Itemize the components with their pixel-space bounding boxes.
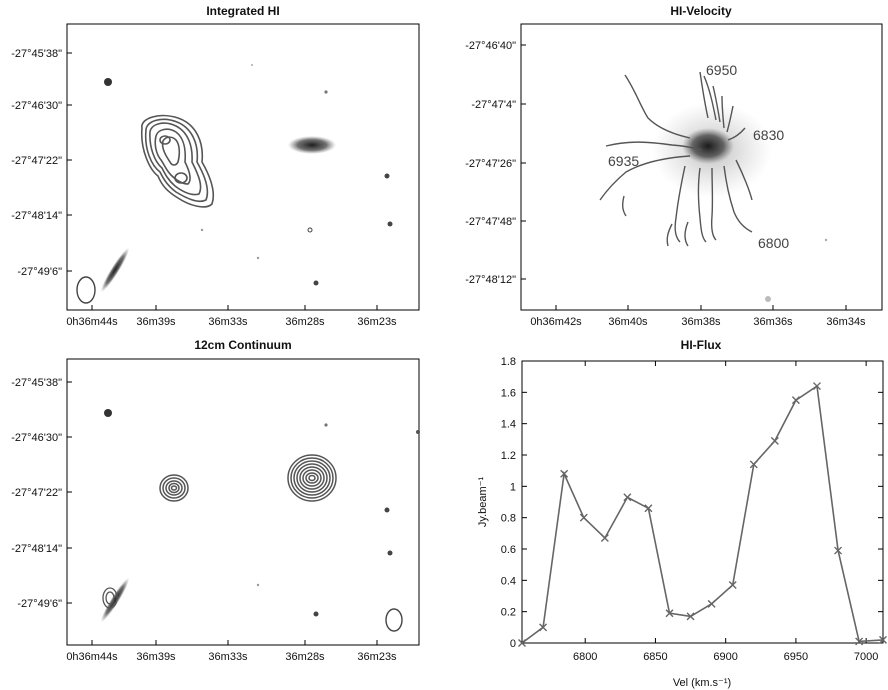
- dec-tick-label: -27°49'6": [17, 598, 62, 610]
- panel-integrated-hi: Integrated HI -27°45'38" -27°46'30" -27°…: [11, 4, 420, 328]
- ra-tick-label: 36m34s: [826, 316, 866, 328]
- y-tick-label: 0.6: [501, 544, 516, 556]
- y-axis-label: Jy.beam⁻¹: [477, 477, 489, 528]
- panel-title: HI-Velocity: [670, 4, 732, 18]
- y-tick-label: 1: [510, 481, 516, 493]
- velocity-contours: [599, 71, 753, 247]
- y-tick-label: 1.6: [501, 387, 516, 399]
- data-point-marker: [644, 504, 653, 513]
- panel-title: Integrated HI: [206, 4, 279, 18]
- ra-tick-label: 36m39s: [136, 316, 176, 328]
- ra-tick-label: 36m23s: [357, 316, 397, 328]
- optical-background-image: [100, 64, 393, 293]
- data-point-marker: [791, 396, 800, 405]
- y-tick-label: 1.2: [501, 450, 516, 462]
- dec-tick-label: -27°48'12": [465, 274, 516, 286]
- compact-contour: [307, 227, 313, 233]
- ra-tick-label: 36m33s: [208, 316, 248, 328]
- continuum-source-3-contours: [102, 587, 118, 609]
- x-tick-label: 6900: [713, 651, 737, 663]
- panel-continuum: 12cm Continuum -27°45'38" -27°46'30" -27…: [11, 338, 420, 663]
- ra-tick-label: 36m39s: [136, 651, 176, 663]
- data-point-marker: [770, 436, 779, 445]
- contour-label: 6830: [753, 127, 784, 143]
- data-point-marker: [600, 534, 609, 543]
- ra-tick-marks: [67, 381, 378, 645]
- x-tick-label: 6800: [573, 651, 597, 663]
- flux-series: [518, 382, 887, 647]
- ra-tick-label: 36m33s: [208, 651, 248, 663]
- y-tick-label: 1.4: [501, 419, 516, 431]
- dec-tick-label: -27°47'22": [11, 487, 62, 499]
- ra-tick-label: 36m23s: [357, 651, 397, 663]
- data-point-marker: [834, 546, 843, 555]
- hi-flux-chart: HI-Flux Vel (km.s⁻¹) Jy.beam⁻¹ 0 0.2 0.4 0.…: [477, 338, 887, 689]
- y-tick-label: 0.4: [501, 575, 516, 587]
- data-point-marker: [686, 612, 695, 621]
- y-tick-label: 0.8: [501, 513, 516, 525]
- y-tick-label: 0.2: [501, 607, 516, 619]
- data-point-marker: [539, 623, 548, 632]
- panel-frame: [66, 358, 420, 646]
- data-point-marker: [579, 513, 588, 522]
- ra-tick-label: 0h36m44s: [66, 651, 118, 663]
- contour-label: 6800: [758, 235, 789, 251]
- data-point-marker: [518, 639, 526, 647]
- dec-tick-label: -27°48'14": [11, 543, 62, 555]
- ra-tick-label: 36m36s: [753, 316, 793, 328]
- contour-label: 6950: [706, 62, 737, 78]
- dec-tick-label: -27°49'6": [17, 266, 62, 278]
- ra-tick-label: 36m38s: [681, 316, 721, 328]
- x-tick-label: 6950: [784, 651, 808, 663]
- x-axis-ticks: 6800 6850 6900 6950 7000: [573, 361, 878, 663]
- ra-tick-label: 0h36m44s: [66, 316, 118, 328]
- y-tick-label: 1.8: [501, 356, 516, 368]
- continuum-source-2-contours: [287, 454, 337, 502]
- panel-hi-velocity: HI-Velocity -27°46'40" -27°47'4" -27°47'…: [465, 4, 883, 328]
- dec-tick-label: -27°46'30": [11, 432, 62, 444]
- hi-column-density-contours: [140, 114, 215, 208]
- ra-tick-label: 0h36m42s: [530, 316, 582, 328]
- panel-frame: [66, 23, 420, 311]
- ra-tick-label: 36m40s: [608, 316, 648, 328]
- chart-title: HI-Flux: [681, 338, 722, 352]
- beam-ellipse: [385, 608, 403, 632]
- x-axis-label: Vel (km.s⁻¹): [673, 677, 731, 689]
- ra-tick-label: 36m28s: [285, 651, 325, 663]
- x-tick-label: 7000: [854, 651, 878, 663]
- dec-tick-label: -27°45'38": [11, 48, 62, 60]
- dec-tick-label: -27°48'14": [11, 210, 62, 222]
- dec-tick-label: -27°47'26": [465, 158, 516, 170]
- contour-label: 6935: [608, 153, 639, 169]
- data-point-marker: [707, 599, 716, 608]
- data-point-marker: [623, 493, 632, 502]
- data-point-marker: [560, 469, 569, 478]
- axis-tick-marks: [521, 44, 847, 310]
- optical-background-image: [100, 409, 420, 623]
- continuum-source-1-contours: [159, 474, 189, 502]
- dec-tick-label: -27°45'38": [11, 377, 62, 389]
- dec-tick-label: -27°46'40": [465, 40, 516, 52]
- data-point-marker: [855, 637, 864, 646]
- data-point-marker: [665, 609, 674, 618]
- dec-tick-label: -27°46'30": [11, 100, 62, 112]
- x-tick-label: 6850: [643, 651, 667, 663]
- data-point-marker: [879, 635, 887, 644]
- ra-tick-label: 36m28s: [285, 316, 325, 328]
- beam-ellipse: [76, 276, 96, 304]
- dec-tick-label: -27°47'4": [471, 99, 516, 111]
- series-line: [521, 384, 884, 644]
- dec-tick-label: -27°47'22": [11, 155, 62, 167]
- ra-tick-marks: [67, 52, 378, 310]
- data-point-marker: [749, 460, 758, 469]
- y-tick-label: 0: [510, 638, 516, 650]
- data-point-marker: [812, 382, 821, 391]
- dec-tick-label: -27°47'48": [465, 216, 516, 228]
- panel-title: 12cm Continuum: [194, 338, 291, 352]
- data-point-marker: [728, 581, 737, 590]
- y-axis-ticks: 0 0.2 0.4 0.6 0.8 1 1.2 1.4 1.6 1.8: [501, 356, 883, 650]
- chart-plot-area: [521, 360, 884, 644]
